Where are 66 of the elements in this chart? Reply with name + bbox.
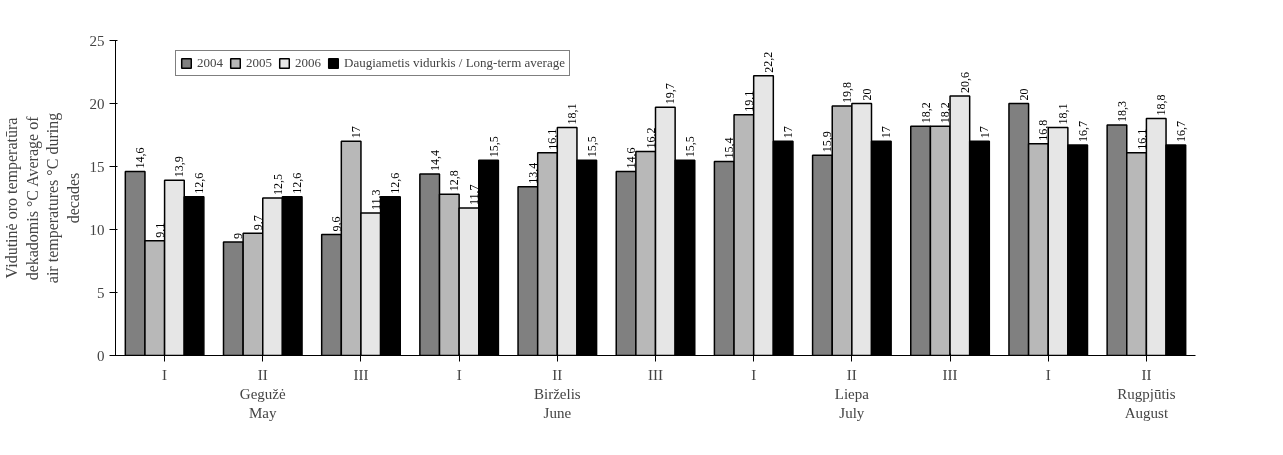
x-tick-label: II Liepa July	[834, 366, 870, 421]
data-label: 16,1	[545, 128, 560, 150]
data-label: 19,7	[663, 83, 678, 105]
data-label: 15,9	[820, 131, 835, 153]
data-label: 13,9	[172, 156, 187, 178]
data-label: 13,4	[525, 162, 540, 184]
data-label: 12,6	[290, 172, 305, 194]
data-label: 9,6	[329, 216, 344, 232]
data-label: 18,2	[938, 102, 953, 124]
x-tick-label: I	[1045, 366, 1051, 383]
data-label: 14,4	[427, 150, 442, 172]
x-tick-label: II Birželis June	[533, 366, 581, 421]
data-label: 18,1	[565, 103, 580, 125]
data-label: 18,1	[1056, 103, 1071, 125]
data-label: 14,6	[624, 147, 639, 169]
data-label: 9,1	[152, 222, 167, 238]
data-label: 17	[781, 126, 796, 139]
y-tick-label: 15	[89, 158, 105, 175]
x-tick-label: III	[648, 366, 664, 383]
x-tick-label: I	[751, 366, 757, 383]
legend-label: Daugiametis vidurkis / Long-term average	[344, 55, 565, 71]
y-tick-label: 10	[89, 221, 105, 238]
data-label: 16,8	[1036, 119, 1051, 141]
y-tick-label: 5	[97, 284, 105, 301]
x-tick-label: I	[456, 366, 462, 383]
data-label: 16,2	[643, 127, 658, 149]
data-label: 9	[231, 233, 246, 240]
data-label: 20	[859, 88, 874, 101]
data-label: 11,7	[466, 184, 481, 206]
data-label: 9,7	[250, 215, 265, 231]
data-label: 22,2	[761, 51, 776, 73]
x-tick-label: II Rugpjūtis August	[1117, 366, 1176, 421]
x-tick-label: II Gegužė May	[239, 366, 287, 421]
data-label: 17	[977, 126, 992, 139]
y-tick-label: 20	[89, 95, 105, 112]
data-label: 19,1	[741, 90, 756, 112]
data-label: 20,6	[957, 71, 972, 93]
data-label: 18,8	[1154, 94, 1169, 116]
y-tick-label: 25	[89, 32, 105, 49]
x-tick-label: III	[942, 366, 958, 383]
data-label: 16,7	[1075, 121, 1090, 143]
data-label: 17	[349, 126, 364, 139]
legend-label: 2006	[295, 55, 321, 71]
x-tick-label: I	[162, 366, 168, 383]
data-label: 16,7	[1173, 121, 1188, 143]
data-label: 19,8	[840, 82, 855, 104]
legend-label: 2004	[197, 55, 223, 71]
y-tick-label: 0	[97, 347, 105, 364]
data-label: 11,3	[368, 189, 383, 211]
data-label: 12,8	[447, 170, 462, 192]
data-label: 12,6	[388, 172, 403, 194]
legend-label: 2005	[246, 55, 272, 71]
data-label: 20	[1016, 88, 1031, 101]
data-label: 15,4	[722, 137, 737, 159]
data-label: 15,5	[682, 136, 697, 158]
data-label: 16,1	[1134, 128, 1149, 150]
y-axis-title: Vidutinė oro temperatūra dekadomis °C Average of air temperatures °C during decades	[3, 112, 82, 284]
data-label: 17	[879, 126, 894, 139]
data-label: 12,5	[270, 174, 285, 195]
data-label: 14,6	[133, 147, 148, 169]
data-label: 18,3	[1114, 100, 1129, 122]
data-label: 15,5	[584, 136, 599, 158]
data-label: 18,2	[918, 102, 933, 124]
data-label: 15,5	[486, 136, 501, 158]
x-tick-label: III	[353, 366, 369, 383]
data-label: 12,6	[192, 172, 207, 194]
